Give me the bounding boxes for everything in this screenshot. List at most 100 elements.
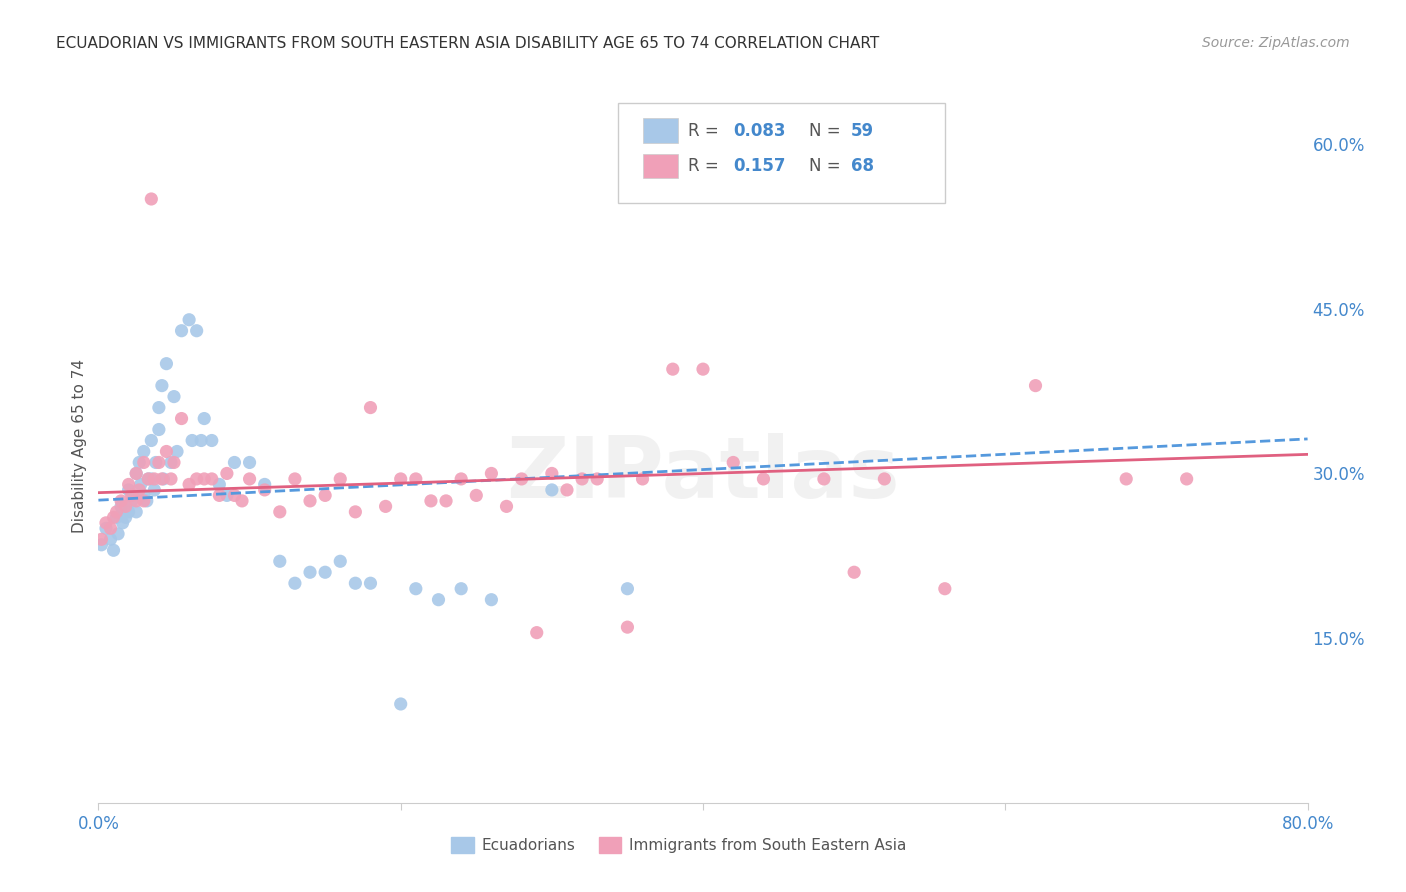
Point [495, 500, 517, 514]
Point [465, 488, 488, 502]
Point [143, 472, 166, 486]
Text: R =: R = [689, 121, 724, 139]
Point [107, 526, 129, 541]
Text: Source: ZipAtlas.com: Source: ZipAtlas.com [1202, 36, 1350, 50]
Point [586, 472, 609, 486]
Point [118, 505, 141, 519]
Point [155, 357, 177, 371]
Point [103, 543, 125, 558]
Point [150, 378, 173, 392]
Point [873, 472, 896, 486]
Legend: Ecuadorians, Immigrants from South Eastern Asia: Ecuadorians, Immigrants from South Easte… [446, 831, 912, 859]
Point [166, 444, 188, 458]
Point [631, 472, 654, 486]
Point [90, 533, 112, 547]
Point [105, 510, 128, 524]
Point [110, 494, 132, 508]
FancyBboxPatch shape [643, 154, 678, 178]
Point [215, 488, 238, 502]
Point [420, 494, 443, 508]
Y-axis label: Disability Age 65 to 74: Disability Age 65 to 74 [72, 359, 87, 533]
Point [141, 472, 163, 486]
Point [510, 472, 533, 486]
Point [344, 505, 367, 519]
Point [389, 472, 412, 486]
Point [239, 472, 262, 486]
Point [155, 444, 177, 458]
Point [284, 472, 307, 486]
Point [299, 566, 322, 580]
Point [143, 483, 166, 497]
Point [231, 494, 253, 508]
Point [329, 554, 352, 568]
Point [360, 576, 382, 591]
Point [122, 488, 145, 502]
Point [692, 362, 714, 376]
Text: R =: R = [689, 157, 724, 175]
Point [405, 472, 427, 486]
Point [329, 472, 352, 486]
Point [94, 521, 117, 535]
Point [129, 477, 152, 491]
Point [118, 477, 141, 491]
Point [170, 324, 193, 338]
Point [661, 362, 683, 376]
Point [163, 455, 186, 469]
Point [571, 472, 593, 486]
Point [179, 312, 201, 326]
Point [389, 697, 412, 711]
Point [450, 472, 472, 486]
Point [148, 455, 170, 469]
Point [150, 472, 173, 486]
Point [125, 467, 148, 481]
Point [136, 472, 159, 486]
Point [141, 434, 163, 448]
Point [152, 472, 174, 486]
Point [427, 592, 450, 607]
Point [723, 455, 745, 469]
Text: 68: 68 [851, 157, 873, 175]
Point [269, 554, 291, 568]
Point [215, 467, 238, 481]
Point [208, 488, 231, 502]
Point [193, 472, 215, 486]
Point [105, 505, 128, 519]
Text: 59: 59 [851, 121, 873, 139]
Point [269, 505, 291, 519]
Point [132, 455, 155, 469]
Point [224, 455, 246, 469]
Point [1115, 472, 1137, 486]
Point [434, 494, 457, 508]
Point [314, 566, 336, 580]
Point [125, 467, 148, 481]
Text: 0.157: 0.157 [734, 157, 786, 175]
Point [186, 324, 208, 338]
FancyBboxPatch shape [619, 103, 945, 203]
Point [179, 477, 201, 491]
Point [90, 538, 112, 552]
Point [253, 483, 276, 497]
Point [94, 516, 117, 530]
Point [201, 434, 224, 448]
Point [160, 455, 183, 469]
Point [186, 472, 208, 486]
Point [813, 472, 835, 486]
Point [1175, 472, 1198, 486]
Point [114, 500, 136, 514]
Point [450, 582, 472, 596]
Point [132, 444, 155, 458]
Point [540, 467, 562, 481]
Point [314, 488, 336, 502]
Point [405, 582, 427, 596]
Point [224, 488, 246, 502]
Point [616, 582, 638, 596]
Point [540, 483, 562, 497]
Point [135, 494, 157, 508]
Point [111, 516, 134, 530]
Point [253, 477, 276, 491]
Point [934, 582, 956, 596]
Point [360, 401, 382, 415]
Point [181, 434, 204, 448]
Point [128, 483, 150, 497]
Point [284, 576, 307, 591]
